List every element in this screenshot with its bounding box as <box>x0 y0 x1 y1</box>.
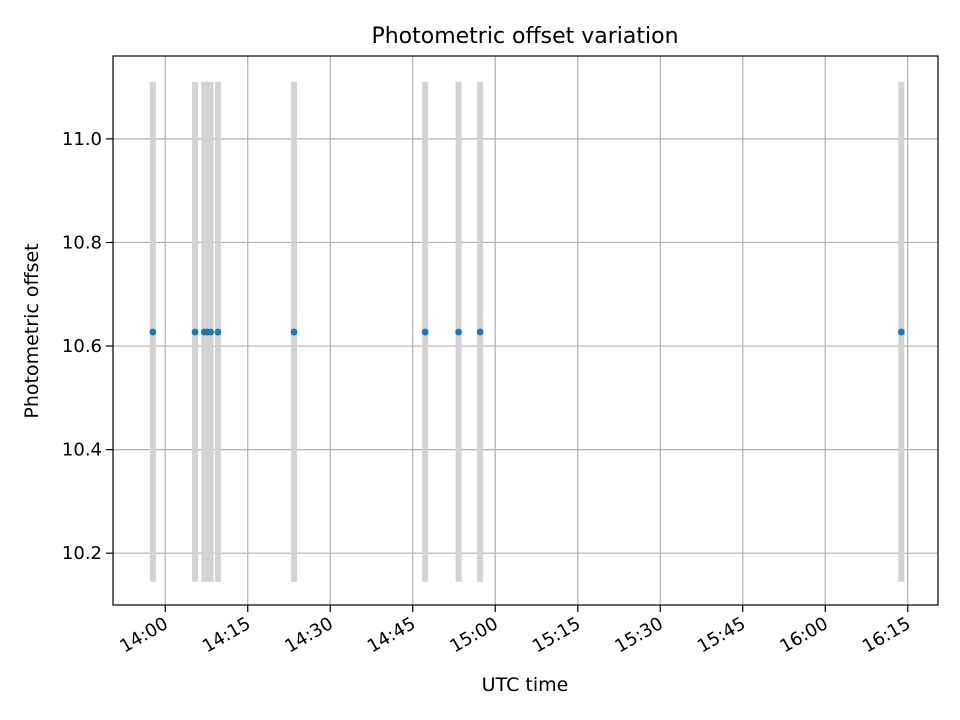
data-point <box>455 328 462 336</box>
plot-area-background <box>113 56 938 605</box>
y-tick-label: 10.8 <box>62 232 102 253</box>
data-point <box>149 328 157 336</box>
data-point <box>207 328 215 336</box>
grid-lines <box>113 56 938 605</box>
x-axis-label: UTC time <box>482 674 569 696</box>
data-point <box>421 328 429 336</box>
data-point <box>897 328 905 336</box>
y-axis-label: Photometric offset <box>21 243 43 418</box>
data-points <box>149 328 905 336</box>
data-point <box>290 328 298 336</box>
data-point <box>214 328 222 336</box>
data-point <box>191 328 199 336</box>
y-tick-label: 10.4 <box>62 440 102 461</box>
y-tick-label: 10.2 <box>62 543 102 564</box>
y-tick-label: 11.0 <box>62 129 102 150</box>
data-point <box>476 328 484 336</box>
plot-area-frame <box>112 55 939 606</box>
y-tick-label: 10.6 <box>62 336 102 357</box>
y-axis-ticks: 10.2 10.4 10.6 10.8 11.0 <box>62 129 113 564</box>
chart-title: Photometric offset variation <box>371 24 678 49</box>
